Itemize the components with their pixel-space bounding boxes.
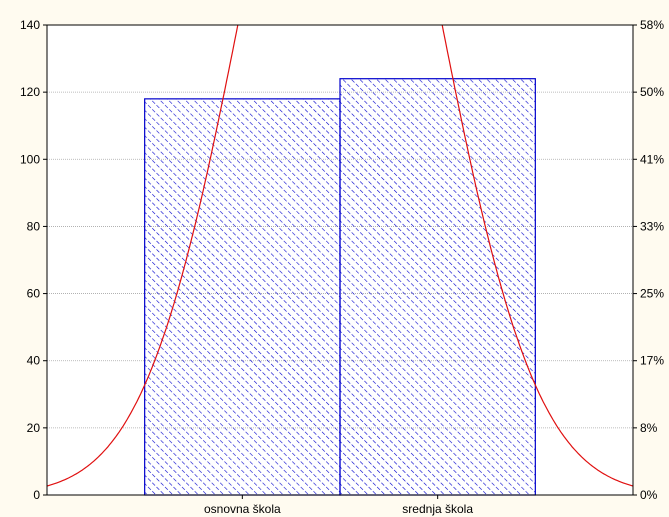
y-tick-label: 0 xyxy=(33,488,40,502)
y-tick-label: 40 xyxy=(27,354,41,368)
y2-tick-label: 50% xyxy=(640,85,664,99)
y2-tick-label: 25% xyxy=(640,287,664,301)
y-tick-label: 60 xyxy=(27,287,41,301)
y-axis-right: 0% 8% 17% 25% 33% 41% 50% 58% xyxy=(633,18,664,502)
bars xyxy=(144,78,536,496)
y-tick-label: 120 xyxy=(20,85,40,99)
y-tick-label: 100 xyxy=(20,152,40,166)
y2-tick-label: 58% xyxy=(640,18,664,32)
y-axis-left: 0 20 40 60 80 100 120 140 xyxy=(20,18,47,502)
y2-tick-label: 17% xyxy=(640,354,664,368)
normal-curve xyxy=(47,25,633,487)
y2-tick-label: 0% xyxy=(640,488,658,502)
y-tick-label: 20 xyxy=(27,421,41,435)
x-axis: osnovna škola srednja škola xyxy=(204,495,473,516)
bar xyxy=(144,98,341,496)
y2-tick-label: 8% xyxy=(640,421,658,435)
y2-tick-label: 41% xyxy=(640,152,664,166)
plot-frame xyxy=(46,24,634,496)
x-tick-label: osnovna škola xyxy=(204,502,281,516)
x-tick-label: srednja škola xyxy=(402,502,473,516)
y2-tick-label: 33% xyxy=(640,219,664,233)
y-tick-label: 140 xyxy=(20,18,40,32)
y-tick-label: 80 xyxy=(27,219,41,233)
bar xyxy=(339,78,536,496)
